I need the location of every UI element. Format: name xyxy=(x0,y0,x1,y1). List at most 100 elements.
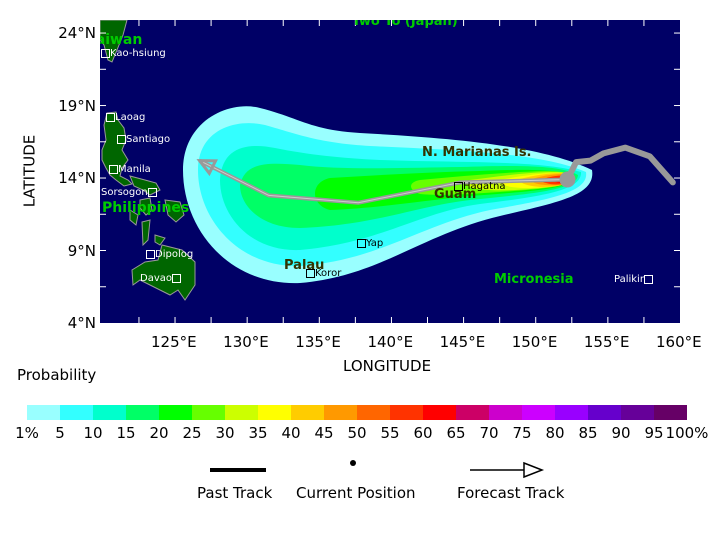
colorbar-swatch xyxy=(60,405,93,420)
lat-tick-label: 19°N xyxy=(58,96,96,115)
city-marker: Yap xyxy=(357,238,383,249)
city-square-icon xyxy=(101,49,110,58)
colorbar-swatch xyxy=(291,405,324,420)
colorbar-swatch xyxy=(489,405,522,420)
lon-tick-label: 140°E xyxy=(367,333,414,351)
region-label-iwo-to: Iwo To (Japan) xyxy=(354,14,458,29)
city-name: Kao-hsiung xyxy=(110,48,166,59)
city-marker: Sorsogon xyxy=(101,187,157,198)
city-square-icon xyxy=(454,182,463,191)
forecast-arrow-head xyxy=(196,159,218,177)
colorbar-label: 15 xyxy=(116,424,136,442)
colorbar-label: 45 xyxy=(314,424,334,442)
colorbar-swatch xyxy=(555,405,588,420)
island-label-guam: Guam xyxy=(434,187,477,202)
lon-tick-label: 160°E xyxy=(656,333,702,351)
city-marker: Laoag xyxy=(106,112,145,123)
city-name: Laoag xyxy=(115,112,146,123)
colorbar xyxy=(27,405,687,420)
colorbar-label: 60 xyxy=(413,424,433,442)
taiwan-land xyxy=(100,20,128,63)
colorbar-swatch xyxy=(621,405,654,420)
colorbar-label: 85 xyxy=(578,424,598,442)
colorbar-swatch xyxy=(654,405,687,420)
colorbar-label: 50 xyxy=(347,424,367,442)
lon-tick-label: 135°E xyxy=(295,333,341,351)
city-name: Dipolog xyxy=(155,249,194,260)
lat-tick-label: 24°N xyxy=(58,24,96,43)
colorbar-swatch xyxy=(324,405,357,420)
island-label-n-marianas: N. Marianas Is. xyxy=(422,145,532,160)
colorbar-label: 20 xyxy=(149,424,169,442)
city-marker: Santiago xyxy=(117,134,170,145)
city-name: Sorsogon xyxy=(101,187,148,198)
city-name: Hagatna xyxy=(463,181,506,192)
lon-tick-label: 130°E xyxy=(223,333,269,351)
colorbar-label: 80 xyxy=(545,424,565,442)
city-marker: Manila xyxy=(109,164,151,175)
city-name: Manila xyxy=(118,164,151,175)
colorbar-label: 25 xyxy=(182,424,202,442)
colorbar-swatch xyxy=(93,405,126,420)
colorbar-label: 90 xyxy=(611,424,631,442)
colorbar-label: 55 xyxy=(380,424,400,442)
city-square-icon xyxy=(357,239,366,248)
colorbar-label: 40 xyxy=(281,424,301,442)
city-marker: Hagatna xyxy=(454,181,506,192)
legend-forecast-track-label: Forecast Track xyxy=(457,484,565,502)
colorbar-label: 95 xyxy=(644,424,664,442)
colorbar-label: 100% xyxy=(665,424,709,442)
city-square-icon xyxy=(306,269,315,278)
colorbar-label: 75 xyxy=(512,424,532,442)
city-name: Davao xyxy=(140,273,172,284)
city-square-icon xyxy=(117,135,126,144)
legend-past-track-label: Past Track xyxy=(197,484,273,502)
colorbar-swatch xyxy=(258,405,291,420)
forecast-track-highlight xyxy=(199,160,568,204)
colorbar-label: 5 xyxy=(55,424,65,442)
city-name: Palikir xyxy=(614,274,644,285)
axis-ticks xyxy=(100,20,680,323)
colorbar-label: 30 xyxy=(215,424,235,442)
colorbar-swatch xyxy=(423,405,456,420)
colorbar-label: 35 xyxy=(248,424,268,442)
visayas-land xyxy=(129,175,185,247)
city-marker: Koror xyxy=(306,268,341,279)
legend-title: Probability xyxy=(17,366,97,384)
colorbar-swatch xyxy=(225,405,258,420)
lon-tick-label: 155°E xyxy=(583,333,630,351)
city-marker: Davao xyxy=(140,273,181,284)
colorbar-swatch xyxy=(357,405,390,420)
legend-forecast-arrow-icon xyxy=(523,461,545,479)
city-square-icon xyxy=(146,250,155,259)
legend-current-position-dot xyxy=(350,460,356,466)
city-name: Yap xyxy=(366,238,384,249)
colorbar-swatch xyxy=(159,405,192,420)
colorbar-swatch xyxy=(588,405,621,420)
colorbar-swatch xyxy=(390,405,423,420)
city-marker: Kao-hsiung xyxy=(101,48,166,59)
land xyxy=(100,20,196,301)
city-square-icon xyxy=(109,165,118,174)
city-name: Santiago xyxy=(126,134,171,145)
lon-tick-label: 150°E xyxy=(511,333,558,351)
y-axis-label: LATITUDE xyxy=(20,134,39,208)
colorbar-swatch xyxy=(456,405,489,420)
taiwan-text: Taiwan xyxy=(100,32,143,48)
city-marker: Palikir xyxy=(614,274,653,285)
colorbar-label: 10 xyxy=(83,424,103,442)
lat-tick-label: 4°N xyxy=(67,314,96,332)
region-label-philippines: Philippines xyxy=(102,200,190,216)
region-label-taiwan: Taiwan xyxy=(100,32,145,48)
colorbar-swatch xyxy=(27,405,60,420)
colorbar-label: 65 xyxy=(446,424,466,442)
city-marker: Dipolog xyxy=(146,249,193,260)
city-square-icon xyxy=(147,188,157,197)
x-axis-label: LONGITUDE xyxy=(343,357,432,375)
lat-tick-label: 14°N xyxy=(58,169,96,188)
city-square-icon xyxy=(172,274,181,283)
mindanao-land xyxy=(131,244,196,301)
lat-tick-label: 9°N xyxy=(67,241,96,260)
region-label-micronesia: Micronesia xyxy=(494,272,574,287)
